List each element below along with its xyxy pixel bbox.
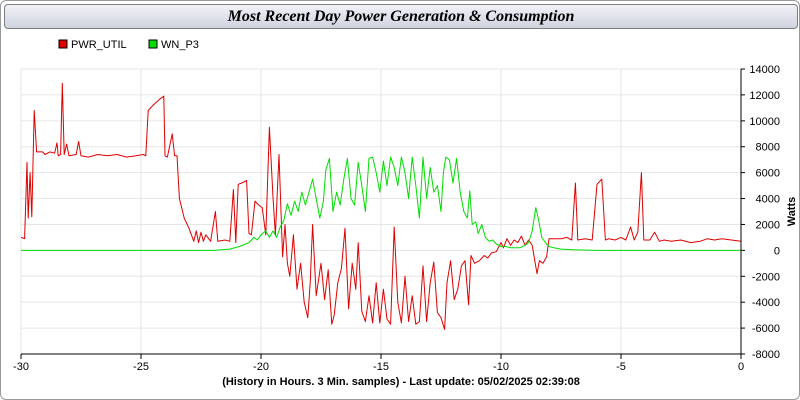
legend-label: WN_P3 xyxy=(161,39,199,51)
y-tick-label: 4000 xyxy=(756,194,780,206)
y-tick-label: 8000 xyxy=(756,142,780,154)
y-tick-label: -4000 xyxy=(752,297,780,309)
y-tick-label: -8000 xyxy=(752,349,780,361)
x-tick-label: -20 xyxy=(253,361,269,373)
x-tick-label: -30 xyxy=(13,361,29,373)
y-tick-label: 6000 xyxy=(756,168,780,180)
x-tick-label: -5 xyxy=(616,361,626,373)
y-tick-label: -2000 xyxy=(752,271,780,283)
y-tick-label: 2000 xyxy=(756,219,780,231)
x-tick-label: -10 xyxy=(493,361,509,373)
series-line-pwr-util xyxy=(20,82,742,330)
legend-swatch xyxy=(148,39,158,49)
legend-swatch xyxy=(58,39,68,49)
y-tick-label: 10000 xyxy=(749,116,780,128)
y-tick-label: 12000 xyxy=(749,90,780,102)
y-tick-label: 0 xyxy=(774,245,780,257)
x-tick-label: 0 xyxy=(738,361,744,373)
y-axis-label: Watts xyxy=(786,197,798,227)
chart-title: Most Recent Day Power Generation & Consu… xyxy=(4,4,798,29)
x-tick-label: -25 xyxy=(133,361,149,373)
y-tick-label: -6000 xyxy=(752,323,780,335)
series-line-wn-p3 xyxy=(21,156,741,251)
legend-label: PWR_UTIL xyxy=(71,39,127,51)
x-tick-label: -15 xyxy=(373,361,389,373)
x-axis-label: (History in Hours. 3 Min. samples) - Las… xyxy=(222,376,580,388)
y-tick-label: 14000 xyxy=(749,64,780,76)
